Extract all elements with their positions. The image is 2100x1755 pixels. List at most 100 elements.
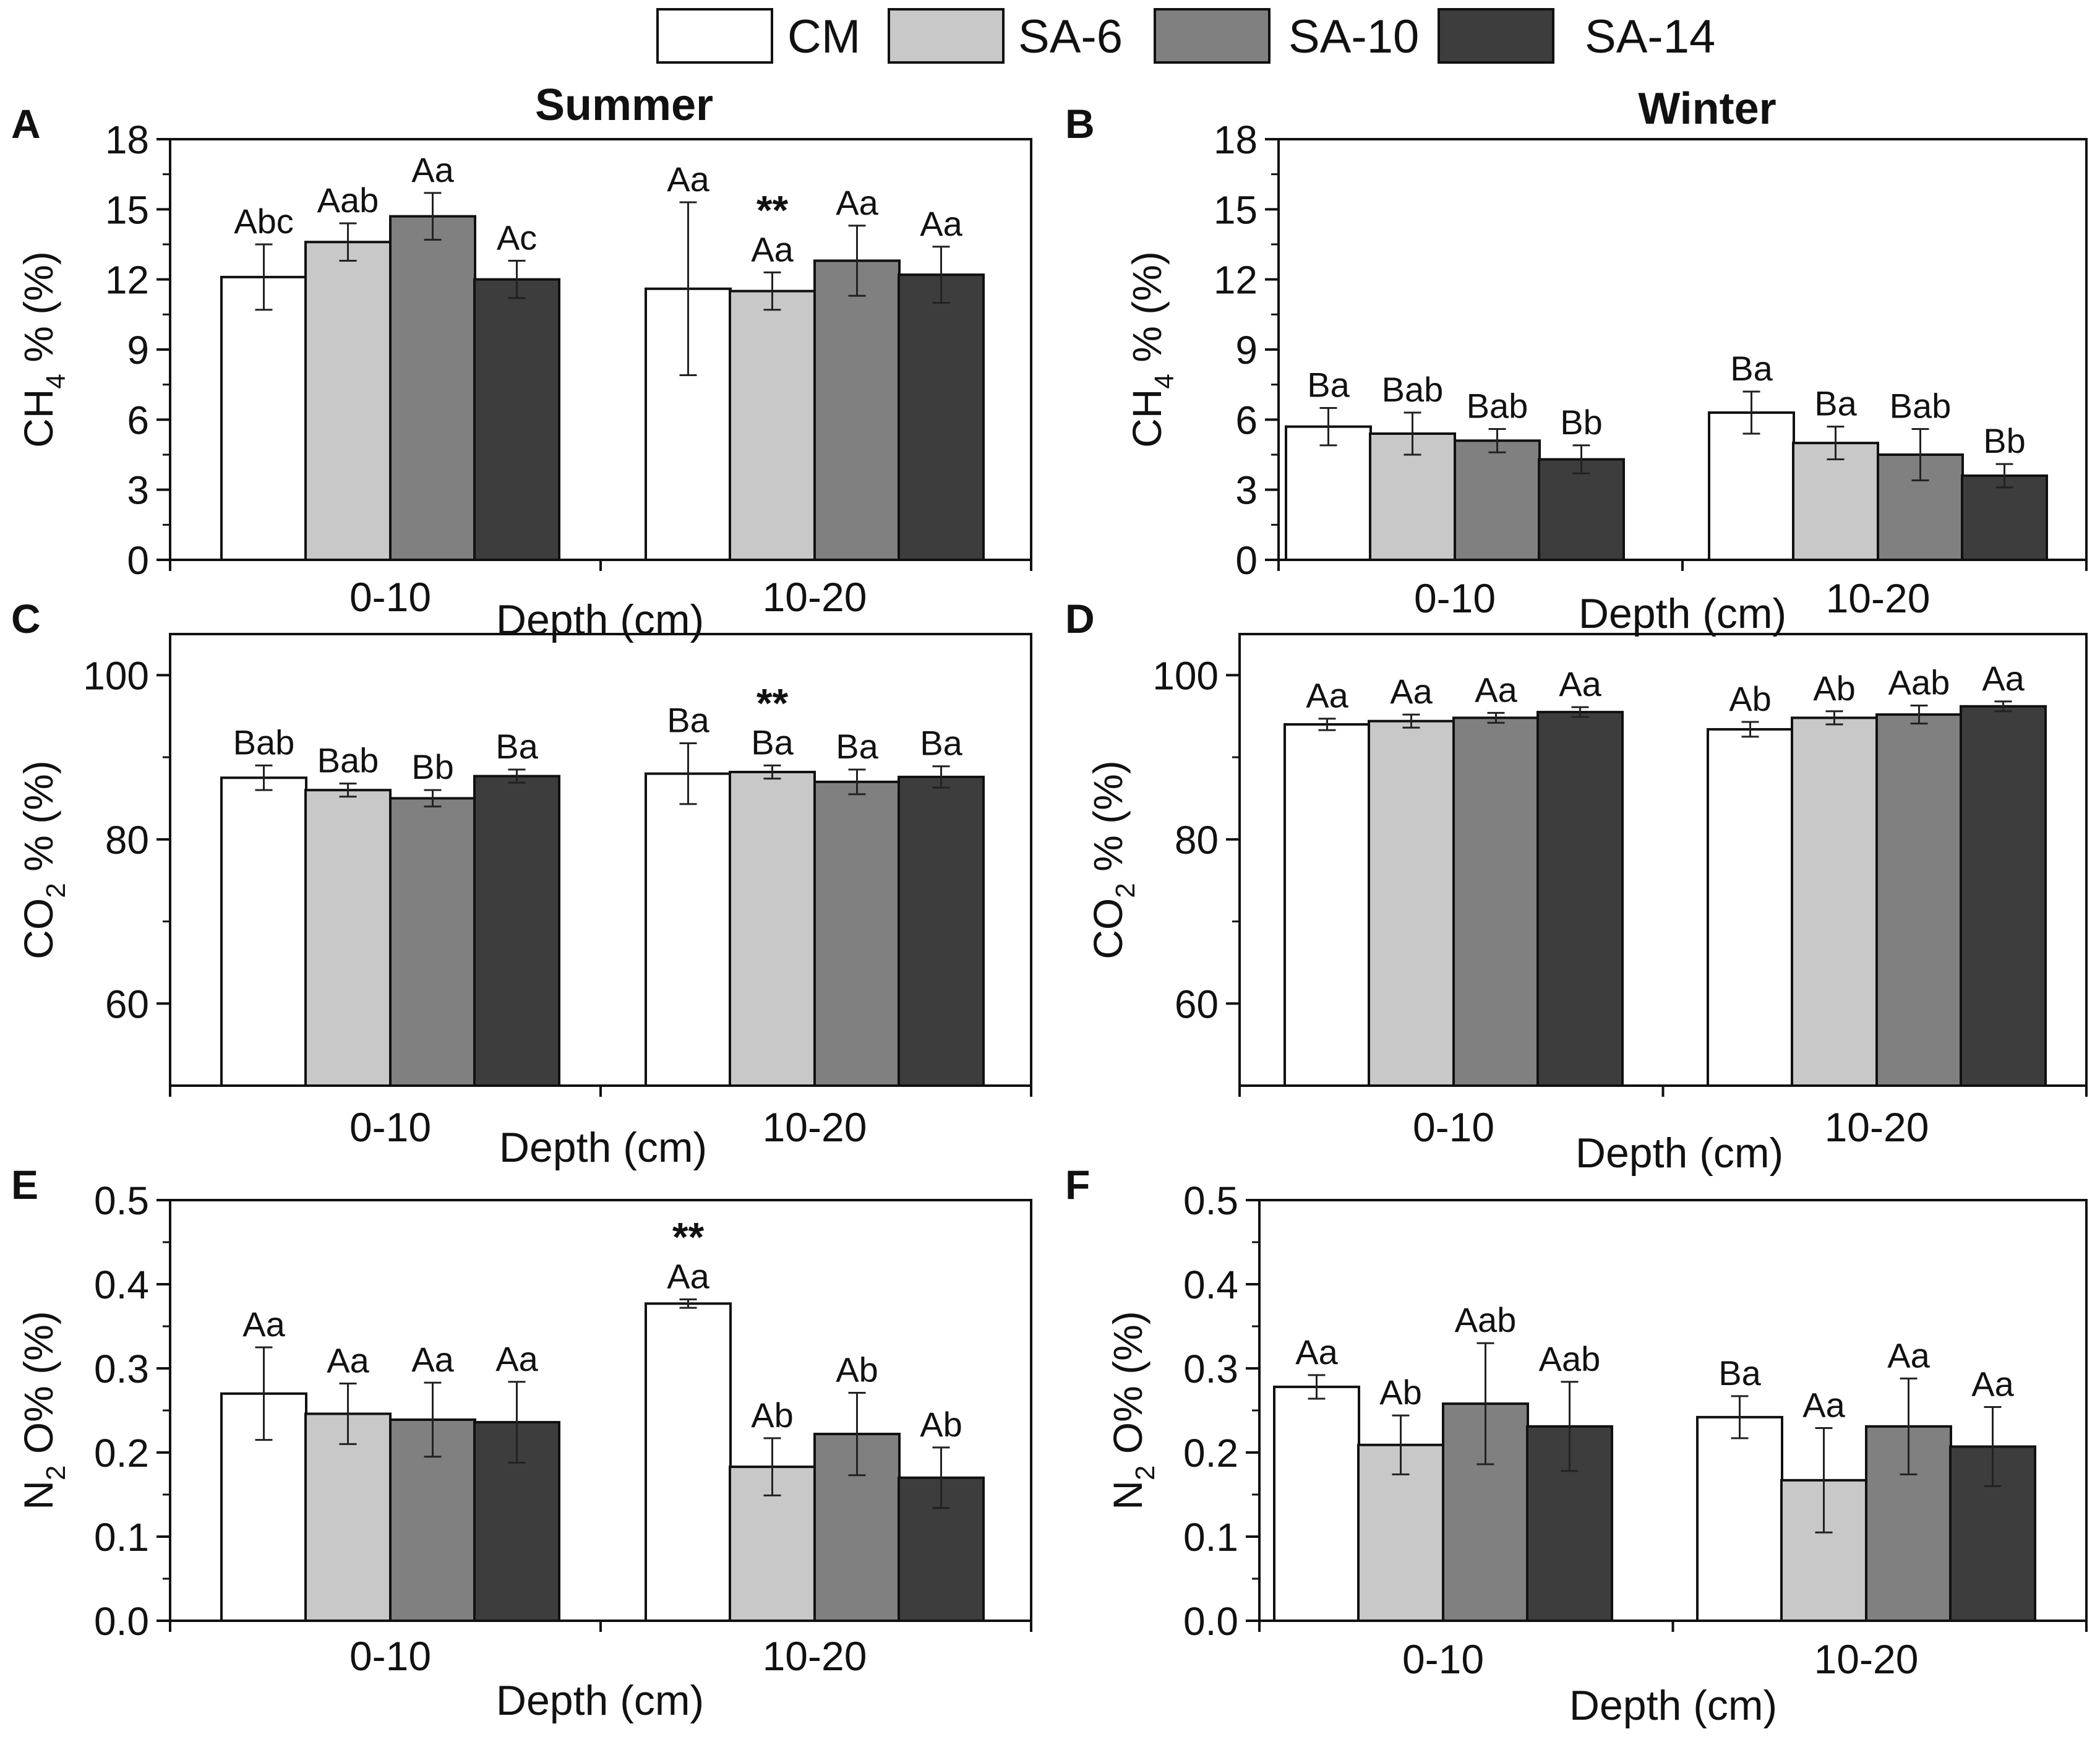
x-axis-label: Depth (cm) [496,1677,704,1724]
bar-sa-10-0-10 [1454,439,1541,561]
significance-letters: Aa [667,160,709,199]
y-axis-label: CH4 % (%) [1124,251,1180,448]
bar-sa-14-10-20 [898,775,985,1087]
bar-cm-10-20 [645,772,732,1087]
bar-cm-0-10 [1284,723,1371,1087]
significance-letters: Aa [836,183,878,222]
y-axis-label-sub: 4 [41,374,71,388]
panel-a: A 0 3 6 9 12 15 18 CH4 % (%) 0-10 Abc Aab Aa Ac 10-20 A… [11,101,1032,643]
significance-letters: Aab [317,181,379,220]
x-tick-label: 10-20 [1814,1636,1919,1682]
y-tick-label: 0.1 [94,1515,149,1560]
x-axis-label: Depth (cm) [1579,590,1786,637]
bar-sa-14-10-20 [1960,705,2047,1088]
significance-letters: Ab [1813,669,1856,708]
y-tick-label: 0.2 [94,1431,149,1475]
y-axis-label-rest: % (%) [15,760,61,883]
bar-cm-0-10 [220,776,307,1087]
y-tick-label: 9 [127,328,149,372]
bar-sa-14-0-10 [1536,711,1624,1088]
y-axis-label-rest: % (%) [1085,760,1131,883]
y-axis-label-rest: % (%) [1124,251,1170,374]
significance-letters: Aa [327,1341,369,1380]
y-axis-label-main: CO [15,898,61,959]
y-tick-label: 80 [105,818,149,862]
y-tick-label: 12 [105,258,149,303]
significance-letters: Ba [836,727,878,766]
significance-letters: Bab [233,723,295,762]
bar-sa-6-10-20 [1792,442,1879,561]
y-tick-label: 3 [1235,468,1258,513]
significance-letters: Aa [242,1305,285,1344]
x-axis-label: Depth (cm) [499,1124,707,1171]
bar-sa-6-0-10 [304,241,392,561]
y-axis-label-rest: % (%) [15,251,61,374]
significance-letters: Aa [495,1339,538,1378]
panel-d: D 60 80 100 CO2 % (%) 0-10 Aa Aa Aa Aa 10-20 Ab Ab Aa… [1065,596,2088,1177]
bar-sa-10-10-20 [813,780,901,1087]
x-tick-label: 0-10 [349,574,431,620]
bar-sa-10-0-10 [389,215,476,561]
significance-letters: Bab [317,741,379,780]
significance-letters: Ab [1379,1373,1422,1412]
y-tick-label: 0.4 [94,1263,149,1307]
x-tick-label: 10-20 [763,574,867,620]
y-axis-label: CO2 % (%) [15,760,71,959]
significance-letters: Aa [667,1256,709,1295]
significance-letters: Aa [1887,1336,1930,1375]
significance-letters: Ba [1814,384,1857,423]
bar-cm-0-10 [1285,425,1372,562]
significance-marker: ** [756,187,789,233]
y-tick-label: 0 [1235,538,1258,583]
x-tick-label: 10-20 [763,1104,867,1150]
y-axis-label-main: CH [15,389,61,448]
y-axis-label-sub: 4 [1149,374,1180,388]
x-axis-label: Depth (cm) [1569,1682,1777,1729]
panel-e: E 0.0 0.1 0.2 0.3 0.4 0.5 N2 O% (%) 0-10 Aa Aa Aa Aa… [11,1162,1032,1724]
bar-cm-10-20 [1708,411,1795,561]
significance-letters: Aa [1306,676,1348,715]
x-tick-label: 0-10 [349,1104,431,1150]
y-tick-label: 15 [105,187,149,232]
significance-letters: Bb [411,747,454,786]
significance-letters: Abc [234,202,294,241]
significance-letters: Ba [1307,365,1350,404]
y-tick-label: 18 [1214,118,1258,162]
significance-letters: Ba [1730,349,1773,388]
y-tick-label: 6 [1235,398,1258,442]
bar-sa-14-10-20 [1961,474,2048,561]
y-tick-label: 0 [127,538,149,583]
bar-sa-10-0-10 [389,797,476,1088]
y-tick-label: 100 [83,653,149,698]
bar-sa-6-10-20 [1791,716,1878,1087]
significance-letters: Aa [1802,1386,1845,1425]
y-axis-label: N2 O% (%) [15,1311,71,1510]
y-tick-label: 0.5 [94,1178,149,1223]
significance-letters: Aab [1539,1339,1601,1378]
y-tick-label: 15 [1214,187,1258,232]
y-tick-label: 80 [1175,818,1219,862]
column-title-winter: Winter [1638,84,1776,134]
y-tick-label: 0.0 [94,1599,149,1644]
y-tick-label: 0.1 [1183,1515,1238,1560]
panel-b: B 0 3 6 9 12 15 18 CH4 % (%) 0-10 Ba Bab Bab Bb 10-20 B… [1065,101,2088,637]
significance-letters: Aa [1559,664,1601,703]
x-axis-label: Depth (cm) [1575,1130,1783,1177]
y-tick-label: 0.3 [1183,1347,1238,1391]
bar-sa-14-10-20 [898,273,985,561]
panel-letter-c: C [11,596,41,641]
x-tick-label: 0-10 [349,1633,431,1679]
bar-cm-0-10 [1273,1385,1360,1622]
y-tick-label: 0.3 [94,1347,149,1391]
x-tick-label: 0-10 [1413,1104,1494,1150]
panel-letter-f: F [1065,1162,1090,1208]
y-axis-label-sub: 2 [41,1465,71,1480]
significance-letters: Aab [1455,1300,1517,1339]
bar-sa-14-0-10 [473,775,560,1087]
bar-cm-10-20 [1707,727,1794,1087]
significance-letters: Aa [751,230,794,268]
significance-marker: ** [756,680,789,726]
bar-sa-6-0-10 [1368,719,1455,1087]
y-axis-label-sub: 2 [41,883,71,898]
